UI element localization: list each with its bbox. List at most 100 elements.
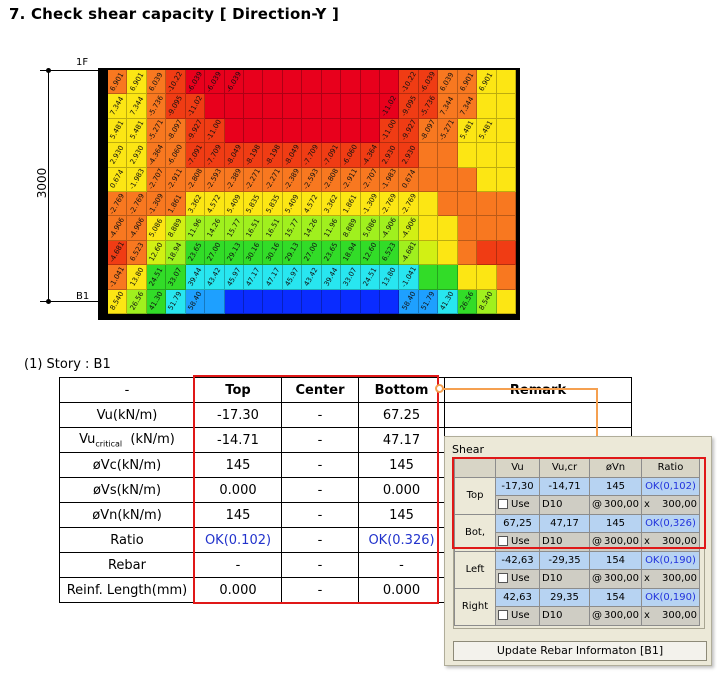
contour-cell bbox=[321, 94, 342, 119]
cell-top: 0.000 bbox=[194, 577, 282, 603]
shear-phivn-right[interactable]: 154 bbox=[589, 587, 642, 607]
contour-cell: 2.930 bbox=[399, 143, 419, 168]
contour-cell bbox=[496, 265, 516, 290]
contour-cell: -11.00 bbox=[380, 118, 400, 144]
contour-cell: -7.091 bbox=[185, 143, 206, 168]
rebar-spacing-2-top[interactable]: x 300,00 bbox=[641, 495, 700, 515]
contour-cell bbox=[360, 94, 380, 119]
shear-vucr-left[interactable]: -29,35 bbox=[539, 550, 590, 570]
rebar-size-top[interactable]: D10 bbox=[539, 495, 590, 515]
contour-cell bbox=[477, 167, 497, 192]
cell-bottom: OK(0.326) bbox=[358, 527, 445, 553]
shear-vucr-right[interactable]: 29,35 bbox=[539, 587, 590, 607]
contour-cell: 4.572 bbox=[302, 191, 322, 217]
checkbox-icon[interactable] bbox=[498, 573, 508, 584]
contour-cell bbox=[205, 94, 225, 119]
contour-cell-value: 7.344 bbox=[458, 95, 476, 117]
wall-height-label: 3000 bbox=[35, 167, 49, 199]
contour-cell: 5.835 bbox=[263, 191, 283, 217]
contour-cell: 4.572 bbox=[205, 191, 225, 217]
contour-cell: 18.94 bbox=[341, 240, 361, 266]
contour-cell-value: 5.086 bbox=[147, 217, 165, 239]
contour-cell: 15.77 bbox=[224, 216, 244, 241]
cell-center: - bbox=[281, 552, 359, 578]
checkbox-icon[interactable] bbox=[498, 536, 508, 547]
shear-vucr-bot[interactable]: 47,17 bbox=[539, 513, 590, 533]
rebar-spacing-2-right[interactable]: x 300,00 bbox=[641, 606, 700, 626]
use-checkbox-top[interactable]: Use bbox=[495, 495, 540, 515]
contour-cell-value: 8.889 bbox=[341, 217, 359, 239]
row-label: Vucritical (kN/m) bbox=[59, 427, 195, 453]
contour-cell: -1.041 bbox=[108, 265, 128, 290]
shear-label-right: Right bbox=[454, 587, 496, 626]
use-checkbox-bot[interactable]: Use bbox=[495, 532, 540, 552]
shear-vu-right[interactable]: 42,63 bbox=[495, 587, 540, 607]
use-label: Use bbox=[511, 610, 530, 622]
checkbox-icon[interactable] bbox=[498, 499, 508, 510]
contour-cell: -4.906 bbox=[108, 216, 128, 241]
at-symbol: @ bbox=[592, 610, 602, 622]
cell-center: - bbox=[281, 527, 359, 553]
contour-cell-value: 4.572 bbox=[303, 193, 320, 215]
contour-cell-value: 12.60 bbox=[147, 241, 165, 264]
rebar-spacing-2-left[interactable]: x 300,00 bbox=[641, 569, 700, 589]
rebar-spacing-top[interactable]: @300,00 bbox=[589, 495, 642, 515]
use-checkbox-right[interactable]: Use bbox=[495, 606, 540, 626]
shear-vucr-top[interactable]: -14,71 bbox=[539, 476, 590, 496]
row-label: øVs(kN/m) bbox=[59, 477, 195, 503]
shear-vu-top[interactable]: -17,30 bbox=[495, 476, 540, 496]
contour-cell-value: 5.086 bbox=[361, 217, 379, 239]
contour-cell bbox=[302, 94, 322, 119]
contour-cell: 3.362 bbox=[185, 191, 206, 217]
contour-cell bbox=[380, 289, 400, 314]
rebar-size-left[interactable]: D10 bbox=[539, 569, 590, 589]
shear-vu-bot[interactable]: 67,25 bbox=[495, 513, 540, 533]
section-heading: 7. Check shear capacity [ Direction-Y ] bbox=[9, 5, 340, 23]
contour-cell bbox=[496, 94, 516, 119]
contour-cell: 2.930 bbox=[127, 143, 147, 168]
rebar-spacing-bot[interactable]: @300,00 bbox=[589, 532, 642, 552]
contour-cell-value: -1.309 bbox=[360, 191, 379, 216]
shear-values-row-top: Top -17,30 -14,71 145 OK(0,102) bbox=[454, 476, 700, 515]
contour-cell: 58.40 bbox=[185, 289, 206, 314]
shear-ratio-left[interactable]: OK(0,190) bbox=[641, 550, 700, 570]
rebar-spacing-left[interactable]: @300,00 bbox=[589, 569, 642, 589]
contour-cell bbox=[438, 167, 458, 192]
shear-ratio-top[interactable]: OK(0,102) bbox=[641, 476, 700, 496]
shear-ratio-bot[interactable]: OK(0,326) bbox=[641, 513, 700, 533]
cell-bottom: 0.000 bbox=[358, 577, 445, 603]
shear-phivn-bot[interactable]: 145 bbox=[589, 513, 642, 533]
contour-cell: 5.835 bbox=[244, 191, 264, 217]
dimension-dot-top bbox=[46, 68, 51, 73]
rebar-spacing-right[interactable]: @300,00 bbox=[589, 606, 642, 626]
rebar-size-right[interactable]: D10 bbox=[539, 606, 590, 626]
shear-vu-left[interactable]: -42,63 bbox=[495, 550, 540, 570]
contour-cell: 24.51 bbox=[360, 265, 380, 290]
update-rebar-button[interactable]: Update Rebar Informaton [B1] bbox=[453, 641, 707, 661]
contour-cell-value: 27.00 bbox=[205, 241, 223, 264]
shear-rebar-row-right: Use D10 @300,00 x 300,00 bbox=[455, 606, 700, 626]
rebar-spacing-2: 300,00 bbox=[662, 536, 697, 548]
checkbox-icon[interactable] bbox=[498, 610, 508, 621]
shear-phivn-top[interactable]: 145 bbox=[589, 476, 642, 496]
rebar-spacing-2-bot[interactable]: x 300,00 bbox=[641, 532, 700, 552]
contour-cell bbox=[418, 143, 439, 168]
shear-phivn-left[interactable]: 154 bbox=[589, 550, 642, 570]
contour-cell bbox=[321, 70, 342, 95]
contour-cell-value: -4.906 bbox=[399, 216, 418, 240]
contour-cell-value: 1.861 bbox=[167, 193, 184, 215]
contour-cell: 14.26 bbox=[205, 216, 225, 241]
use-checkbox-left[interactable]: Use bbox=[495, 569, 540, 589]
contour-cell: 26.56 bbox=[127, 289, 147, 314]
contour-cell-value: 0.674 bbox=[400, 168, 418, 190]
header-center: Center bbox=[281, 377, 359, 403]
contour-cell bbox=[457, 265, 478, 290]
contour-cell-value: -5.736 bbox=[146, 94, 166, 118]
cell-top: OK(0.102) bbox=[194, 527, 282, 553]
contour-cell-value: 41.30 bbox=[439, 290, 456, 312]
rebar-size-bot[interactable]: D10 bbox=[539, 532, 590, 552]
contour-cell: -7.709 bbox=[205, 143, 225, 168]
contour-cell: -9.095 bbox=[399, 94, 419, 119]
shear-ratio-right[interactable]: OK(0,190) bbox=[641, 587, 700, 607]
contour-cell-value: 33.07 bbox=[341, 266, 359, 288]
